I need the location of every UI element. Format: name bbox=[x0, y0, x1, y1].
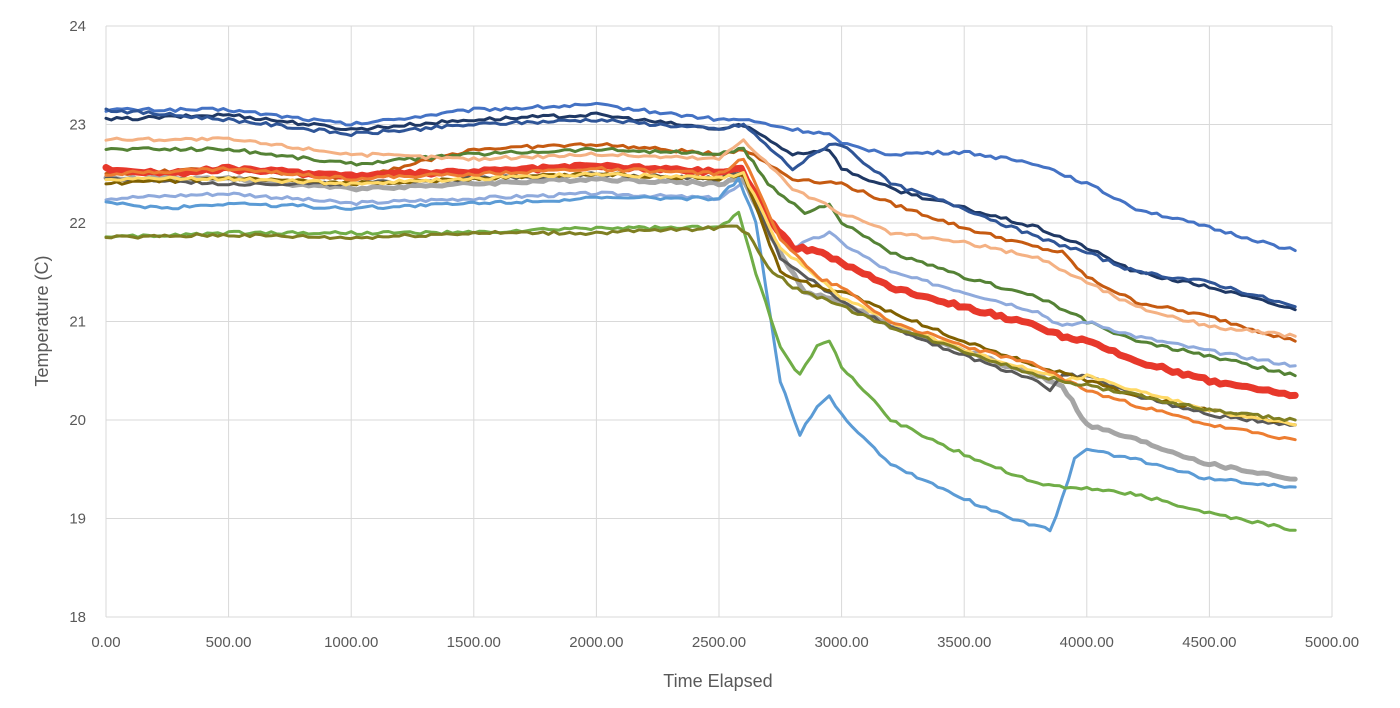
series-line bbox=[104, 136, 1297, 339]
series-line bbox=[104, 111, 1297, 312]
series-line bbox=[104, 171, 1297, 427]
x-tick-label: 1000.00 bbox=[324, 634, 378, 651]
series-line bbox=[104, 210, 1297, 532]
y-tick-label: 21 bbox=[69, 314, 86, 331]
series-line bbox=[103, 174, 1298, 482]
series-line bbox=[104, 157, 1297, 442]
y-tick-label: 24 bbox=[69, 18, 86, 35]
x-tick-label: 5000.00 bbox=[1305, 634, 1359, 651]
x-tick-label: 2500.00 bbox=[692, 634, 746, 651]
x-tick-label: 4500.00 bbox=[1182, 634, 1236, 651]
y-axis-title: Temperature (C) bbox=[32, 255, 52, 386]
y-tick-label: 18 bbox=[69, 609, 86, 626]
x-tick-label: 0.00 bbox=[91, 634, 120, 651]
x-axis-title: Time Elapsed bbox=[663, 671, 772, 691]
x-tick-label: 3500.00 bbox=[937, 634, 991, 651]
y-tick-label: 22 bbox=[69, 215, 86, 232]
series-line bbox=[104, 224, 1297, 422]
series-line bbox=[104, 101, 1297, 253]
y-tick-label: 20 bbox=[69, 412, 86, 429]
series-line bbox=[104, 176, 1297, 533]
y-tick-labels: 18 19 20 21 22 23 24 bbox=[69, 18, 86, 626]
series-line bbox=[104, 180, 1297, 368]
x-tick-label: 1500.00 bbox=[447, 634, 501, 651]
x-tick-label: 2000.00 bbox=[569, 634, 623, 651]
gridlines bbox=[105, 25, 1333, 618]
x-tick-label: 3000.00 bbox=[814, 634, 868, 651]
series-lines bbox=[102, 101, 1299, 533]
y-tick-label: 19 bbox=[69, 511, 86, 528]
series-line bbox=[104, 107, 1297, 309]
y-tick-label: 23 bbox=[69, 117, 86, 134]
x-tick-label: 4000.00 bbox=[1060, 634, 1114, 651]
x-tick-label: 500.00 bbox=[206, 634, 252, 651]
x-tick-labels: 0.00 500.00 1000.00 1500.00 2000.00 2500.00 30… bbox=[91, 634, 1359, 651]
